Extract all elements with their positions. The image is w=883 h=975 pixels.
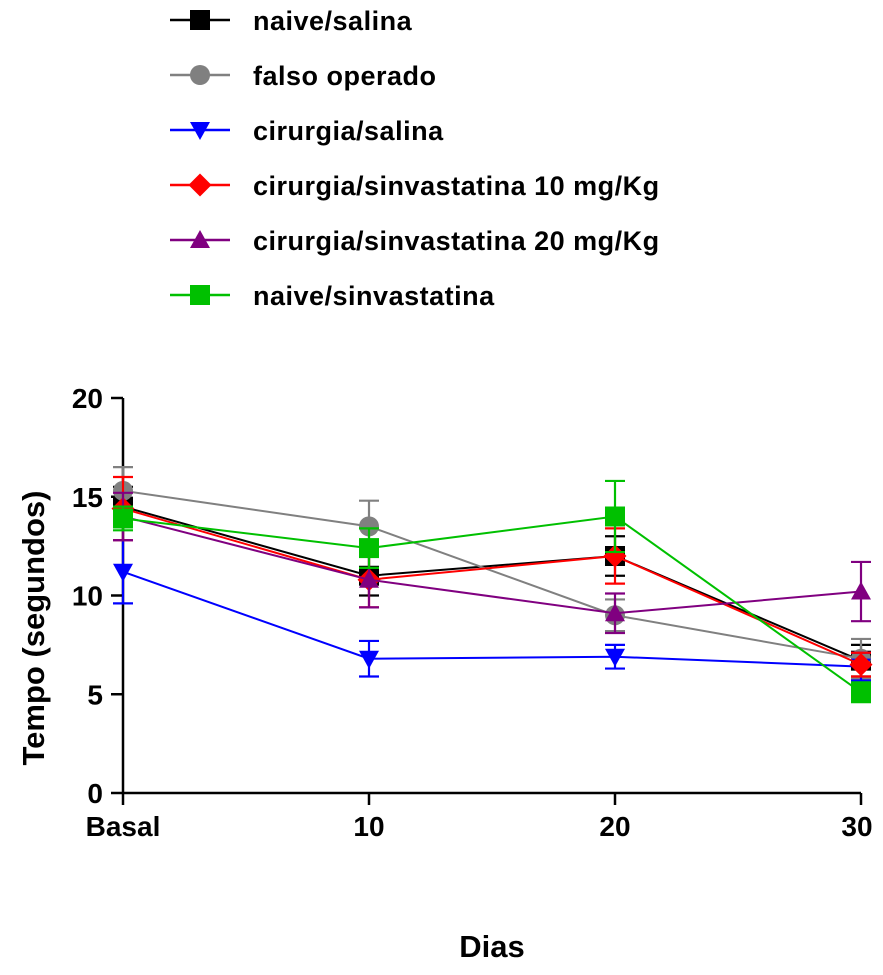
legend-label: falso operado [253, 61, 437, 91]
series-line [122, 515, 862, 694]
data-point [605, 648, 625, 667]
x-tick-label: 30 [841, 811, 872, 842]
legend-item: cirurgia/sinvastatina 10 mg/Kg [170, 171, 660, 201]
data-point [359, 538, 379, 559]
legend-item: naive/sinvastatina [170, 281, 495, 311]
series-line [122, 489, 862, 660]
series-line [122, 505, 862, 662]
x-tick-label: 10 [353, 811, 384, 842]
y-tick-label: 10 [72, 581, 103, 612]
legend-marker [190, 230, 210, 248]
data-point [849, 653, 873, 677]
legend-item: naive/salina [170, 6, 413, 36]
data-point [359, 650, 379, 669]
series-4 [113, 491, 871, 635]
legend-item: falso operado [170, 61, 437, 91]
legend-marker [188, 173, 212, 197]
legend-label: cirurgia/sinvastatina 10 mg/Kg [253, 171, 660, 201]
legend-label: naive/sinvastatina [253, 281, 495, 311]
legend: naive/salina falso operado cirurgia/salina… [170, 6, 660, 311]
legend-marker [190, 285, 210, 305]
y-tick-label: 5 [87, 679, 103, 710]
series-1 [113, 466, 871, 680]
x-axis-title: Dias [459, 929, 524, 964]
series-5 [113, 479, 871, 704]
series-0 [113, 485, 871, 678]
y-axis-title: Tempo (segundos) [16, 491, 51, 766]
legend-label: naive/salina [253, 6, 413, 36]
y-tick-label: 15 [72, 482, 103, 513]
plot-area: 0 5 10 15 20 Basal 10 20 30 [72, 383, 873, 842]
data-point [113, 563, 133, 582]
series-line [122, 570, 862, 668]
data-point [113, 508, 133, 529]
series-2 [113, 539, 871, 682]
series-line [122, 515, 862, 615]
data-point [359, 569, 379, 588]
data-point [605, 506, 625, 527]
legend-marker [190, 122, 210, 140]
legend-label: cirurgia/sinvastatina 20 mg/Kg [253, 226, 660, 256]
x-tick-label: Basal [86, 811, 161, 842]
legend-marker [190, 65, 210, 85]
y-tick-label: 0 [87, 778, 103, 809]
data-point [603, 544, 627, 568]
x-tick-label: 20 [599, 811, 630, 842]
series-line [122, 507, 862, 666]
legend-marker [190, 10, 210, 30]
legend-item: cirurgia/sinvastatina 20 mg/Kg [170, 226, 660, 256]
legend-label: cirurgia/salina [253, 116, 444, 146]
axis-ticks: 0 5 10 15 20 Basal 10 20 30 [72, 383, 873, 842]
legend-item: cirurgia/salina [170, 116, 444, 146]
series-3 [111, 475, 873, 678]
series-layer [111, 466, 873, 704]
data-point [851, 581, 871, 600]
data-point [605, 603, 625, 622]
data-point [851, 682, 871, 703]
y-tick-label: 20 [72, 383, 103, 414]
data-point [359, 516, 379, 537]
